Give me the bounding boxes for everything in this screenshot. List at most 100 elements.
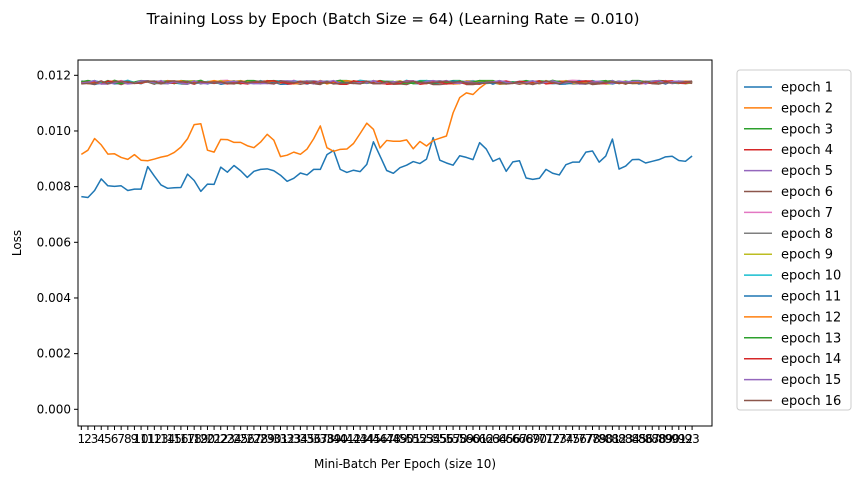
x-tick-label: 86 (638, 432, 653, 446)
x-tick-label: 84 (625, 432, 640, 446)
x-tick-label: 58 (452, 432, 467, 446)
x-tick-label: 24 (226, 432, 241, 446)
legend-label: epoch 7 (781, 206, 833, 221)
x-tick-label: 10 (133, 432, 148, 446)
x-tick-label: 7 (117, 432, 125, 446)
x-tick-label: 20 (200, 432, 215, 446)
x-tick-label: 28 (253, 432, 268, 446)
x-tick-label: 33 (286, 432, 301, 446)
x-tick-label: 83 (618, 432, 633, 446)
x-tick-label: 17 (180, 432, 195, 446)
x-tick-label: 92 (678, 432, 693, 446)
x-axis-label: Mini-Batch Per Epoch (size 10) (314, 457, 496, 471)
x-tick-label: 5 (104, 432, 112, 446)
x-tick-label: 79 (592, 432, 607, 446)
legend-label: epoch 10 (781, 269, 841, 284)
x-tick-label: 4 (97, 432, 105, 446)
x-tick-label: 60 (465, 432, 480, 446)
plot-lines (80, 79, 693, 199)
x-tick-label: 75 (565, 432, 580, 446)
x-tick-label: 85 (631, 432, 646, 446)
legend-label: epoch 2 (781, 101, 833, 116)
legend-label: epoch 16 (781, 394, 841, 409)
x-tick-label: 82 (611, 432, 626, 446)
legend-label: epoch 14 (781, 352, 841, 367)
y-tick-label: 0.000 (37, 402, 71, 416)
x-tick-label: 50 (399, 432, 414, 446)
x-tick-label: 36 (306, 432, 321, 446)
x-tick-label: 44 (359, 432, 374, 446)
x-tick-label: 89 (658, 432, 673, 446)
x-tick-label: 2 (84, 432, 92, 446)
x-tick-label: 22 (213, 432, 228, 446)
legend-label: epoch 1 (781, 81, 833, 96)
legend-label: epoch 6 (781, 185, 833, 200)
y-tick-label: 0.012 (37, 68, 71, 82)
x-tick-label: 70 (532, 432, 547, 446)
x-tick-label: 47 (379, 432, 394, 446)
legend-label: epoch 15 (781, 373, 841, 388)
x-tick-label: 59 (459, 432, 474, 446)
x-tick-label: 51 (406, 432, 421, 446)
series-line-16 (81, 80, 693, 85)
x-tick-label: 63 (485, 432, 500, 446)
plot-frame (77, 59, 713, 427)
x-axis: 1234567891011121314151617181920212223242… (77, 426, 700, 446)
x-tick-label: 3 (91, 432, 99, 446)
x-tick-label: 73 (552, 432, 567, 446)
legend-label: epoch 9 (781, 248, 833, 263)
x-tick-label: 49 (392, 432, 407, 446)
x-tick-label: 53 (419, 432, 434, 446)
x-tick-label: 16 (173, 432, 188, 446)
x-tick-label: 1 (77, 432, 85, 446)
y-axis: 0.000 0.002 0.004 0.006 0.008 0.010 0.012 (37, 68, 78, 416)
x-tick-label: 56 (439, 432, 454, 446)
x-tick-label: 93 (684, 432, 699, 446)
x-tick-label: 48 (386, 432, 401, 446)
x-tick-label: 14 (160, 432, 175, 446)
x-tick-label: 39 (326, 432, 341, 446)
x-tick-label: 74 (558, 432, 573, 446)
x-tick-label: 43 (353, 432, 368, 446)
x-tick-label: 76 (572, 432, 587, 446)
x-tick-label: 38 (319, 432, 334, 446)
y-tick-label: 0.008 (37, 180, 71, 194)
x-tick-label: 69 (525, 432, 540, 446)
x-tick-label: 87 (645, 432, 660, 446)
legend-label: epoch 8 (781, 227, 833, 242)
x-tick-label: 34 (293, 432, 308, 446)
x-tick-label: 19 (193, 432, 208, 446)
x-tick-label: 11 (140, 432, 155, 446)
x-tick-label: 64 (492, 432, 507, 446)
x-tick-label: 41 (339, 432, 354, 446)
chart-title: Training Loss by Epoch (Batch Size = 64)… (146, 10, 640, 28)
x-tick-label: 57 (445, 432, 460, 446)
legend-label: epoch 13 (781, 331, 841, 346)
y-axis-label: Loss (10, 230, 24, 256)
x-tick-label: 61 (472, 432, 487, 446)
x-tick-label: 67 (512, 432, 527, 446)
x-tick-label: 29 (260, 432, 275, 446)
legend-label: epoch 12 (781, 310, 841, 325)
x-tick-label: 65 (499, 432, 514, 446)
x-tick-label: 90 (665, 432, 680, 446)
y-tick-label: 0.002 (37, 347, 71, 361)
x-tick-label: 23 (220, 432, 235, 446)
x-tick-label: 55 (432, 432, 447, 446)
x-tick-label: 46 (372, 432, 387, 446)
x-tick-label: 6 (111, 432, 119, 446)
x-tick-label: 18 (187, 432, 202, 446)
x-tick-label: 21 (206, 432, 221, 446)
x-tick-label: 71 (538, 432, 553, 446)
x-tick-label: 52 (412, 432, 427, 446)
x-tick-label: 32 (279, 432, 294, 446)
x-tick-label: 12 (147, 432, 162, 446)
y-tick-label: 0.010 (37, 124, 71, 138)
x-tick-label: 54 (426, 432, 441, 446)
x-tick-label: 13 (153, 432, 168, 446)
legend-label: epoch 4 (781, 143, 833, 158)
legend-label: epoch 3 (781, 122, 833, 137)
x-tick-label: 37 (313, 432, 328, 446)
x-tick-label: 15 (167, 432, 182, 446)
